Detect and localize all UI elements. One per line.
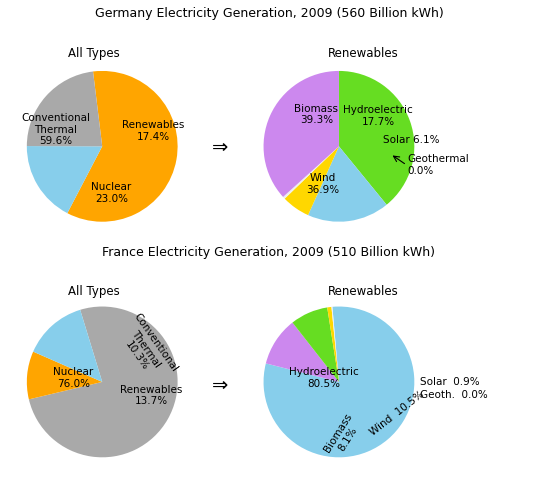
Wedge shape — [264, 71, 339, 197]
Wedge shape — [285, 146, 339, 215]
Wedge shape — [27, 71, 102, 146]
Wedge shape — [33, 310, 102, 382]
Text: Wind
36.9%: Wind 36.9% — [306, 173, 339, 195]
Text: Wind  10.5%: Wind 10.5% — [367, 389, 426, 438]
Text: Hydroelectric
17.7%: Hydroelectric 17.7% — [343, 105, 413, 127]
Wedge shape — [67, 71, 178, 222]
Text: Nuclear
23.0%: Nuclear 23.0% — [91, 182, 131, 204]
Wedge shape — [293, 308, 339, 382]
Wedge shape — [27, 352, 102, 399]
Wedge shape — [27, 146, 102, 213]
Wedge shape — [29, 307, 178, 457]
Text: Solar  0.9%: Solar 0.9% — [420, 377, 480, 387]
Text: Conventional
Thermal
10.3%: Conventional Thermal 10.3% — [112, 311, 179, 386]
Text: Renewables: Renewables — [328, 285, 399, 298]
Text: Geothermal
0.0%: Geothermal 0.0% — [408, 154, 469, 176]
Text: Biomass
39.3%: Biomass 39.3% — [294, 104, 338, 125]
Text: Geoth.  0.0%: Geoth. 0.0% — [420, 390, 488, 400]
Text: Hydroelectric
80.5%: Hydroelectric 80.5% — [289, 368, 359, 389]
Text: Conventional
Thermal
59.6%: Conventional Thermal 59.6% — [21, 113, 90, 146]
Wedge shape — [264, 307, 414, 457]
Text: Renewables
17.4%: Renewables 17.4% — [122, 121, 185, 142]
Wedge shape — [308, 146, 387, 222]
Text: All Types: All Types — [68, 47, 120, 60]
Wedge shape — [327, 307, 339, 382]
Text: France Electricity Generation, 2009 (510 Billion kWh): France Electricity Generation, 2009 (510… — [103, 246, 435, 258]
Text: Solar 6.1%: Solar 6.1% — [383, 135, 439, 145]
Text: Germany Electricity Generation, 2009 (560 Billion kWh): Germany Electricity Generation, 2009 (56… — [95, 7, 443, 20]
Text: Biomass
8.1%: Biomass 8.1% — [322, 412, 364, 461]
Text: All Types: All Types — [68, 285, 120, 298]
Wedge shape — [339, 71, 414, 205]
Text: Renewables: Renewables — [328, 47, 399, 60]
Text: Nuclear
76.0%: Nuclear 76.0% — [53, 368, 94, 389]
Text: $\Rightarrow$: $\Rightarrow$ — [208, 137, 229, 156]
Wedge shape — [283, 146, 339, 199]
Wedge shape — [266, 322, 339, 382]
Wedge shape — [331, 307, 339, 382]
Text: $\Rightarrow$: $\Rightarrow$ — [208, 375, 229, 394]
Text: Renewables
13.7%: Renewables 13.7% — [120, 385, 182, 406]
